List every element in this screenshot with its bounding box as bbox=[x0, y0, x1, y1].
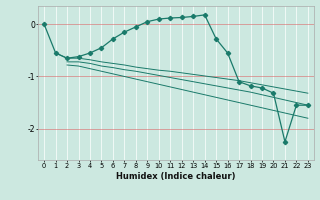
X-axis label: Humidex (Indice chaleur): Humidex (Indice chaleur) bbox=[116, 172, 236, 181]
